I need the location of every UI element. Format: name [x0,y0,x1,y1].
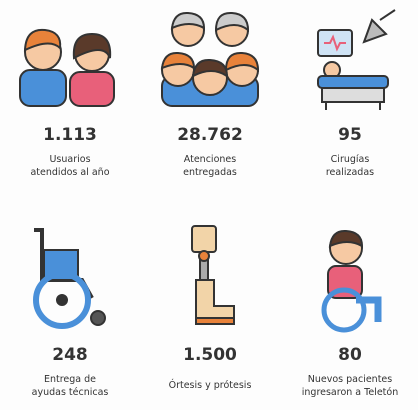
stat-label: Órtesis y prótesis [169,379,252,391]
infographic: 1.113 Usuarios atendidos al año 28.762 Atenc… [0,0,418,410]
stat-value: 28.762 [177,125,243,145]
stat-label: realizadas [326,167,374,178]
stat-label: Nuevos pacientes [308,374,393,385]
stat-label: Atenciones [184,154,236,165]
stat-value: 95 [338,125,362,145]
stat-label: Usuarios [49,154,90,165]
page: 1.113 Usuarios atendidos al año 28.762 Atenc… [0,0,418,410]
stat-label: atendidos al año [30,167,109,178]
stat-label: Cirugías [331,154,370,165]
stat-label: entregadas [183,167,237,178]
stat-label: ayudas técnicas [32,387,109,398]
stat-value: 1.113 [43,125,97,145]
stat-value: 80 [338,345,362,365]
stat-label: ingresaron a Teletón [302,387,398,398]
stat-value: 248 [52,345,88,365]
stat-value: 1.500 [183,345,237,365]
stat-label: Entrega de [44,374,96,385]
